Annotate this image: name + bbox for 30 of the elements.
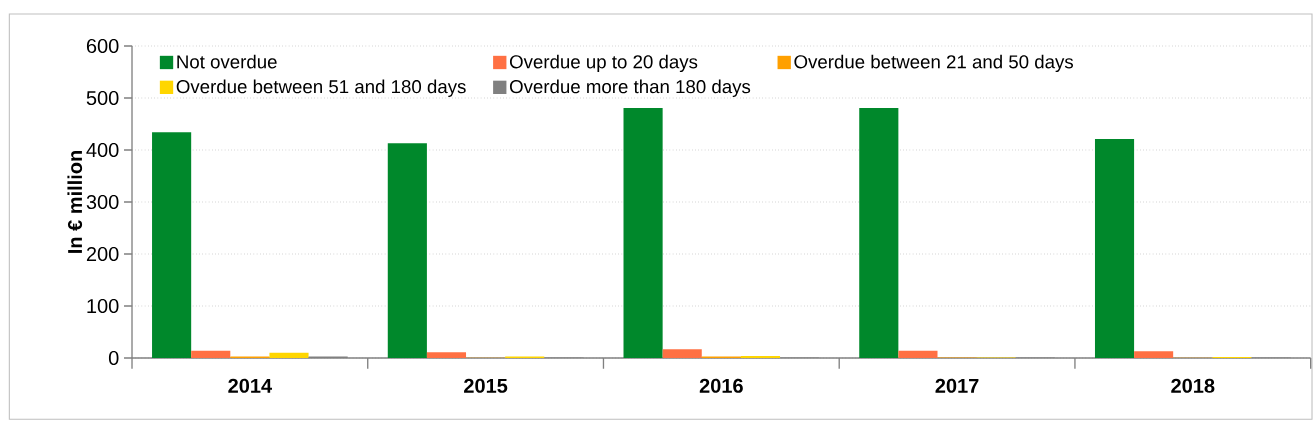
bar [859, 107, 899, 358]
bar [740, 355, 781, 358]
legend-label: Overdue between 51 and 180 days [176, 79, 466, 97]
x-tick-label: 2015 [464, 378, 508, 393]
bar [1094, 139, 1135, 358]
legend-label: Overdue more than 180 days [509, 79, 751, 97]
bar [662, 349, 702, 358]
bar [898, 350, 938, 358]
y-tick-label: 0 [108, 350, 119, 366]
y-tick-label: 400 [86, 142, 119, 158]
bar [191, 350, 231, 358]
y-tick-label: 600 [86, 38, 119, 54]
bar [387, 143, 427, 358]
y-tick-label: 300 [86, 194, 119, 210]
y-tick-label: 500 [86, 90, 119, 106]
legend-label: Overdue up to 20 days [509, 54, 698, 73]
bar [623, 107, 663, 358]
x-tick-label: 2014 [228, 378, 273, 393]
bar [426, 352, 467, 358]
y-tick-label: 100 [87, 298, 119, 314]
bar [152, 132, 192, 358]
y-tick-label: 200 [86, 246, 119, 262]
y-axis-title: In € million [67, 151, 83, 253]
legend-label: Not overdue [177, 54, 277, 69]
x-tick-label: 2018 [1171, 378, 1215, 393]
legend-label: Overdue between 21 and 50 days [794, 54, 1073, 73]
x-tick-label: 2016 [699, 378, 743, 393]
bar [1134, 351, 1174, 358]
x-tick-label: 2017 [935, 378, 979, 393]
bar [269, 352, 309, 358]
